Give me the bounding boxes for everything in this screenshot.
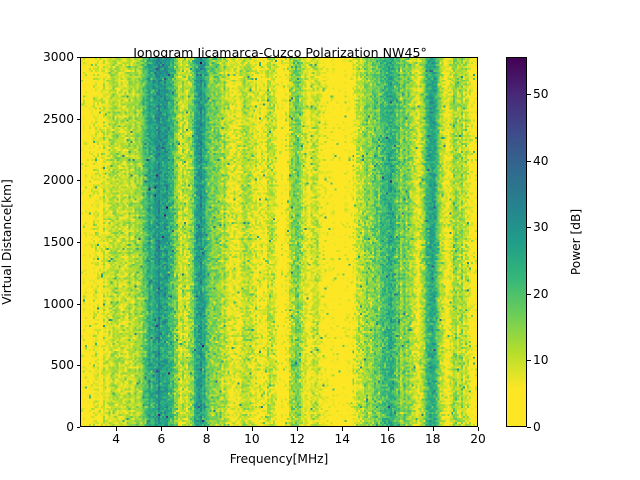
x-tick-label: 10 (244, 432, 260, 446)
y-tick-mark (76, 303, 80, 305)
colorbar-tick-mark (527, 160, 531, 162)
x-tick-mark (251, 427, 253, 431)
x-tick-mark (478, 427, 479, 431)
x-tick-mark (342, 427, 344, 431)
colorbar-tick-label: 10 (533, 353, 549, 368)
y-tick-mark (76, 180, 80, 182)
y-tick-mark (76, 242, 80, 243)
colorbar-tick-mark (527, 94, 531, 96)
plot-area (80, 57, 478, 427)
figure-title-line-1: Ionogram Jicamarca-Cuzco Polarization NW… (133, 45, 427, 60)
colorbar-tick-mark (527, 293, 531, 295)
y-tick-mark (76, 427, 80, 428)
x-tick-label: 16 (379, 432, 396, 446)
x-tick-label: 8 (202, 432, 211, 446)
colorbar-tick-mark (527, 360, 531, 362)
y-tick-label: 0 (66, 420, 74, 434)
y-tick-mark (76, 57, 80, 58)
x-tick-label: 18 (425, 432, 441, 446)
x-axis-label: Frequency[MHz] (229, 452, 329, 466)
x-tick-mark (432, 427, 434, 431)
x-tick-label: 12 (289, 432, 305, 446)
colorbar-tick-label: 20 (533, 286, 549, 301)
y-axis-label-text: Virtual Distance[km] (0, 179, 14, 305)
x-tick-mark (387, 427, 389, 431)
x-tick-mark (161, 427, 163, 431)
y-tick-label: 3000 (42, 50, 74, 64)
colorbar-tick-label: 40 (533, 153, 549, 168)
colorbar-label-text: Power [dB] (569, 208, 583, 276)
colorbar-gradient (507, 58, 526, 426)
x-tick-label: 4 (112, 432, 121, 446)
ionogram-heatmap (81, 58, 477, 426)
colorbar-tick-mark (527, 427, 531, 428)
x-tick-mark (116, 427, 118, 431)
y-tick-label: 1500 (42, 235, 74, 249)
x-tick-label: 6 (157, 432, 166, 446)
colorbar-tick-label: 30 (533, 220, 549, 235)
y-tick-label: 2500 (42, 111, 74, 126)
y-tick-mark (76, 365, 80, 367)
colorbar-tick-label: 0 (533, 420, 541, 434)
x-tick-mark (297, 427, 299, 431)
y-tick-label: 1000 (42, 296, 74, 311)
colorbar-tick-mark (527, 227, 531, 229)
colorbar (506, 57, 527, 427)
y-tick-mark (76, 118, 80, 120)
y-tick-label: 500 (50, 358, 74, 373)
x-tick-label: 14 (334, 432, 351, 446)
x-tick-mark (206, 427, 208, 431)
x-tick-label: 20 (470, 432, 486, 446)
y-tick-label: 2000 (42, 173, 74, 188)
colorbar-tick-label: 50 (533, 87, 549, 102)
